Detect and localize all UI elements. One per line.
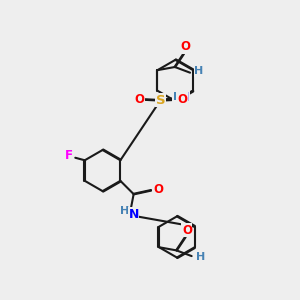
Text: N: N [179, 91, 190, 104]
Text: O: O [134, 93, 144, 106]
Text: H: H [194, 66, 203, 76]
Text: S: S [156, 94, 165, 107]
Text: O: O [182, 224, 192, 237]
Text: H: H [196, 252, 205, 262]
Text: H: H [173, 92, 182, 102]
Text: N: N [128, 208, 139, 221]
Text: O: O [153, 182, 163, 196]
Text: O: O [180, 40, 190, 53]
Text: F: F [65, 149, 73, 162]
Text: O: O [177, 93, 187, 106]
Text: H: H [119, 206, 129, 217]
